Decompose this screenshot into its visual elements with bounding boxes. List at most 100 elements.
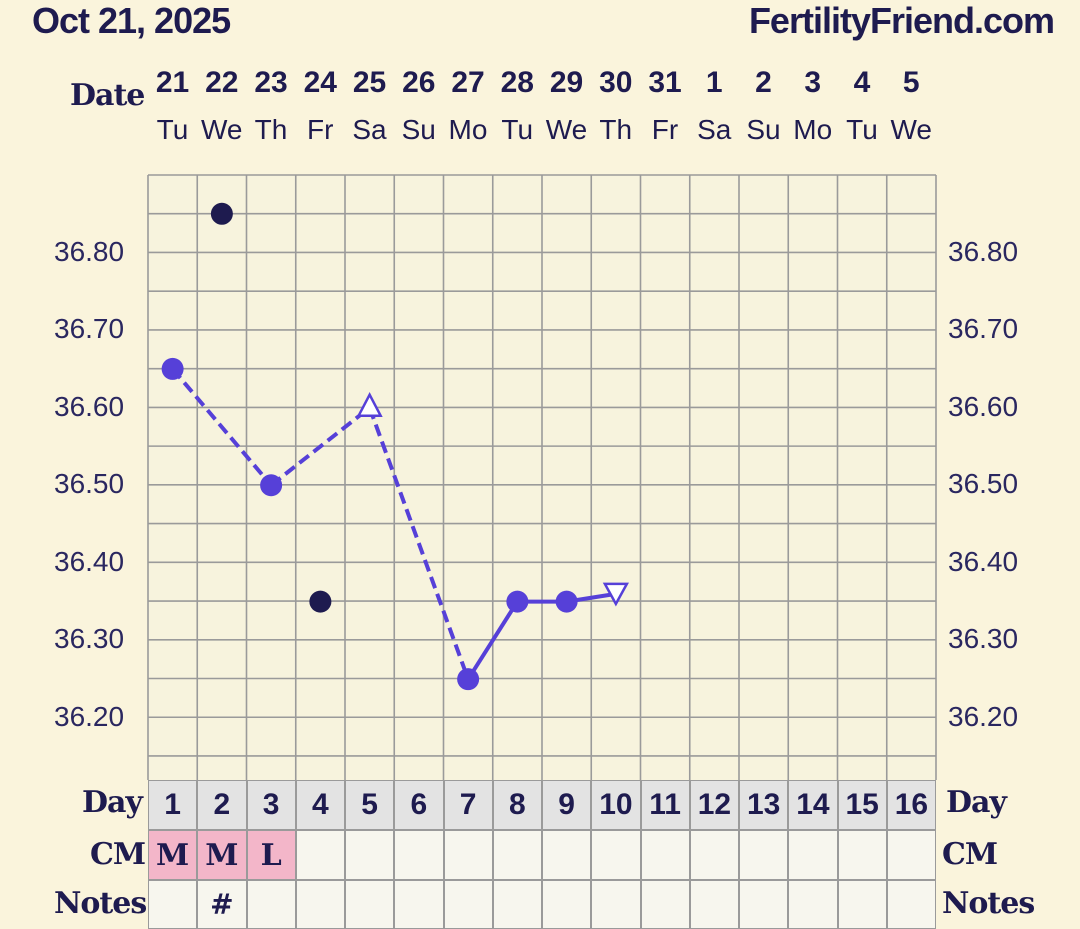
weekday-label: We <box>201 114 243 145</box>
cm-cell[interactable] <box>640 830 690 880</box>
notes-cell[interactable] <box>443 880 493 929</box>
cycle-day-cell[interactable]: 14 <box>788 780 838 830</box>
weekday-label: Tu <box>501 114 534 145</box>
y-tick-label-right: 36.40 <box>948 545 1019 577</box>
notes-cell[interactable] <box>246 880 296 929</box>
notes-cell[interactable] <box>394 880 444 929</box>
date-label: 25 <box>352 66 387 99</box>
discarded-temp-point <box>210 202 233 225</box>
cycle-day-cell[interactable]: 1 <box>148 780 198 830</box>
cm-cell[interactable] <box>542 830 592 880</box>
temp-line-segment <box>367 407 471 680</box>
cm-cell[interactable] <box>739 830 789 880</box>
cycle-day-cell[interactable]: 10 <box>591 780 641 830</box>
temp-line-segment <box>466 600 520 681</box>
weekday-label: Tu <box>846 114 878 145</box>
date-label: 1 <box>705 66 723 99</box>
notes-cell[interactable] <box>689 880 739 929</box>
notes-cell[interactable]: # <box>197 880 247 929</box>
cycle-day-cell[interactable]: 8 <box>492 780 542 830</box>
date-label: 30 <box>599 66 633 99</box>
notes-cell[interactable] <box>591 880 641 929</box>
cycle-day-cell[interactable]: 13 <box>739 780 789 830</box>
weekday-label: Su <box>746 114 781 145</box>
cm-cell[interactable] <box>837 830 887 880</box>
weekday-label: Mo <box>448 114 488 145</box>
site-title[interactable]: FertilityFriend.com <box>748 0 1055 41</box>
y-tick-label-right: 36.70 <box>948 313 1019 345</box>
cm-cell[interactable] <box>788 830 838 880</box>
day-row-label-right: Day <box>946 785 1007 820</box>
cycle-day-cell[interactable]: 9 <box>542 780 592 830</box>
notes-cell[interactable] <box>640 880 690 929</box>
cycle-day-cell[interactable]: 2 <box>197 780 247 830</box>
notes-cell[interactable] <box>837 880 887 929</box>
date-label: 21 <box>155 66 190 99</box>
cm-cell[interactable]: M <box>148 830 198 880</box>
y-tick-label-left: 36.20 <box>54 700 125 732</box>
cm-cell[interactable] <box>492 830 542 880</box>
y-tick-label-left: 36.40 <box>54 545 125 577</box>
date-label: 29 <box>549 66 584 99</box>
notes-cell[interactable] <box>295 880 345 929</box>
cycle-day-cell[interactable]: 11 <box>640 780 690 830</box>
cm-cell[interactable] <box>394 830 444 880</box>
notes-cell[interactable] <box>492 880 542 929</box>
temp-point <box>457 668 480 691</box>
weekday-label: We <box>545 114 588 145</box>
weekday-label: Sa <box>352 114 387 145</box>
cm-cell[interactable] <box>886 830 936 880</box>
notes-cell[interactable] <box>886 880 936 929</box>
date-label: 3 <box>804 66 822 99</box>
y-tick-label-left: 36.50 <box>54 468 125 500</box>
date-label: 24 <box>303 66 337 99</box>
date-label: 23 <box>254 66 288 99</box>
cycle-day-cell[interactable]: 5 <box>345 780 395 830</box>
weekday-label: Tu <box>156 114 189 145</box>
cm-row-label-left: CM <box>90 837 146 872</box>
notes-cell[interactable] <box>148 880 198 929</box>
weekday-label: Sa <box>697 114 732 145</box>
notes-cell[interactable] <box>542 880 592 929</box>
cycle-day-cell[interactable]: 4 <box>295 780 345 830</box>
notes-row: # <box>148 880 936 929</box>
cm-cell[interactable] <box>443 830 493 880</box>
y-tick-label-right: 36.60 <box>948 390 1019 422</box>
date-label: 26 <box>402 66 436 99</box>
y-tick-label-right: 36.30 <box>948 623 1019 655</box>
temp-line-segment <box>171 367 273 487</box>
cm-cell[interactable] <box>591 830 641 880</box>
cycle-day-cell[interactable]: 15 <box>837 780 887 830</box>
y-tick-label-left: 36.60 <box>54 390 125 422</box>
cm-cell[interactable] <box>345 830 395 880</box>
cycle-day-cell[interactable]: 6 <box>394 780 444 830</box>
cm-cell[interactable] <box>689 830 739 880</box>
date-label: 28 <box>500 66 534 99</box>
weekday-label: Su <box>401 114 436 145</box>
cycle-day-cell[interactable]: 12 <box>689 780 739 830</box>
date-label: 2 <box>755 66 772 99</box>
cm-cell[interactable]: L <box>246 830 296 880</box>
date-label: 27 <box>451 66 485 99</box>
date-label: 5 <box>902 66 920 99</box>
discarded-temp-point <box>309 590 332 613</box>
temp-point-triangle-down <box>602 582 629 607</box>
notes-cell[interactable] <box>739 880 789 929</box>
weekday-label: Fr <box>651 114 679 145</box>
notes-row-label-left: Notes <box>54 886 147 921</box>
temp-point <box>506 590 529 613</box>
notes-cell[interactable] <box>345 880 395 929</box>
cycle-day-cell[interactable]: 3 <box>246 780 296 830</box>
notes-cell[interactable] <box>788 880 838 929</box>
cycle-day-cell[interactable]: 16 <box>886 780 936 830</box>
temp-line-segment <box>269 406 371 487</box>
weekday-label: Th <box>599 114 633 145</box>
cm-cell[interactable] <box>295 830 345 880</box>
cycle-day-cell[interactable]: 7 <box>443 780 493 830</box>
cm-row-label-right: CM <box>942 837 998 872</box>
cm-cell[interactable]: M <box>197 830 247 880</box>
notes-row-label-right: Notes <box>942 886 1035 921</box>
y-tick-label-right: 36.80 <box>948 235 1019 267</box>
